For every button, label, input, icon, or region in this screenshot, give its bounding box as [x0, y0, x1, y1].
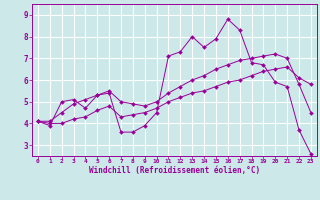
X-axis label: Windchill (Refroidissement éolien,°C): Windchill (Refroidissement éolien,°C) — [89, 166, 260, 175]
